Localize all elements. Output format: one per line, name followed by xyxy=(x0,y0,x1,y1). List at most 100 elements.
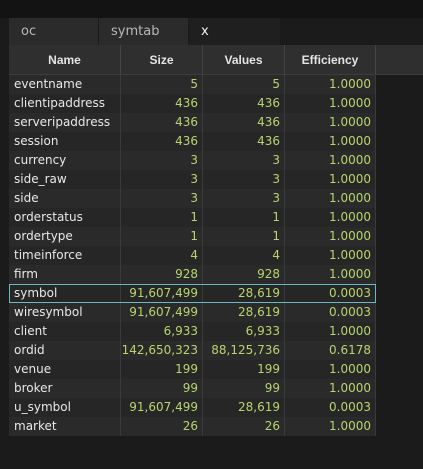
cell-efficiency: 0.6178 xyxy=(285,341,376,360)
table-row[interactable]: firm 928 928 1.0000 xyxy=(9,265,376,284)
tab-x[interactable]: x xyxy=(189,18,281,45)
table-row[interactable]: wiresymbol 91,607,499 28,619 0.0003 xyxy=(9,303,376,322)
cell-efficiency: 1.0000 xyxy=(285,208,376,227)
cell-efficiency: 1.0000 xyxy=(285,170,376,189)
cell-name: clientipaddress xyxy=(9,94,121,113)
cell-efficiency: 1.0000 xyxy=(285,379,376,398)
cell-size: 1 xyxy=(121,227,203,246)
cell-values: 6,933 xyxy=(203,322,285,341)
cell-efficiency: 1.0000 xyxy=(285,113,376,132)
cell-values: 3 xyxy=(203,170,285,189)
table-row[interactable]: market 26 26 1.0000 xyxy=(9,417,376,436)
cell-efficiency: 1.0000 xyxy=(285,94,376,113)
column-header-name[interactable]: Name xyxy=(9,45,121,74)
cell-efficiency: 1.0000 xyxy=(285,265,376,284)
tab-label: x xyxy=(201,24,209,39)
cell-efficiency: 1.0000 xyxy=(285,417,376,436)
table-row[interactable]: currency 3 3 1.0000 xyxy=(9,151,376,170)
cell-name: ordertype xyxy=(9,227,121,246)
table-row[interactable]: broker 99 99 1.0000 xyxy=(9,379,376,398)
table-row[interactable]: u_symbol 91,607,499 28,619 0.0003 xyxy=(9,398,376,417)
cell-efficiency: 1.0000 xyxy=(285,246,376,265)
table-row[interactable]: eventname 5 5 1.0000 xyxy=(9,75,376,94)
cell-name: firm xyxy=(9,265,121,284)
table-row[interactable]: orderstatus 1 1 1.0000 xyxy=(9,208,376,227)
cell-name: ordid xyxy=(9,341,121,360)
cell-efficiency: 1.0000 xyxy=(285,132,376,151)
tab-oc[interactable]: oc xyxy=(9,18,99,45)
cell-values: 928 xyxy=(203,265,285,284)
cell-values: 3 xyxy=(203,151,285,170)
table-row[interactable]: ordertype 1 1 1.0000 xyxy=(9,227,376,246)
table-row[interactable]: side 3 3 1.0000 xyxy=(9,189,376,208)
cell-name: side_raw xyxy=(9,170,121,189)
table-row[interactable]: side_raw 3 3 1.0000 xyxy=(9,170,376,189)
table-row[interactable]: venue 199 199 1.0000 xyxy=(9,360,376,379)
cell-name: eventname xyxy=(9,75,121,94)
table-header: Name Size Values Efficiency xyxy=(9,45,423,75)
cell-values: 1 xyxy=(203,208,285,227)
cell-values: 5 xyxy=(203,75,285,94)
cell-name: timeinforce xyxy=(9,246,121,265)
column-header-values[interactable]: Values xyxy=(203,45,285,74)
cell-values: 28,619 xyxy=(203,398,285,417)
cell-efficiency: 1.0000 xyxy=(285,151,376,170)
cell-name: serveripaddress xyxy=(9,113,121,132)
cell-size: 1 xyxy=(121,208,203,227)
table-row[interactable]: serveripaddress 436 436 1.0000 xyxy=(9,113,376,132)
cell-size: 91,607,499 xyxy=(121,303,203,322)
cell-values: 26 xyxy=(203,417,285,436)
data-table: Name Size Values Efficiency eventname 5 5 1… xyxy=(9,45,423,436)
cell-name: session xyxy=(9,132,121,151)
cell-values: 436 xyxy=(203,94,285,113)
cell-efficiency: 1.0000 xyxy=(285,227,376,246)
cell-efficiency: 0.0003 xyxy=(285,303,376,322)
cell-values: 88,125,736 xyxy=(203,341,285,360)
cell-name: u_symbol xyxy=(9,398,121,417)
cell-efficiency: 1.0000 xyxy=(285,322,376,341)
table-body: eventname 5 5 1.0000 clientipaddress 436 436 1.… xyxy=(9,75,376,436)
cell-size: 928 xyxy=(121,265,203,284)
cell-size: 3 xyxy=(121,151,203,170)
cell-efficiency: 1.0000 xyxy=(285,75,376,94)
table-row[interactable]: session 436 436 1.0000 xyxy=(9,132,376,151)
column-header-efficiency[interactable]: Efficiency xyxy=(285,45,376,74)
column-header-size[interactable]: Size xyxy=(121,45,203,74)
table-row[interactable]: symbol 91,607,499 28,619 0.0003 xyxy=(9,284,376,303)
cell-values: 436 xyxy=(203,132,285,151)
cell-size: 436 xyxy=(121,113,203,132)
cell-size: 3 xyxy=(121,189,203,208)
cell-values: 99 xyxy=(203,379,285,398)
cell-size: 91,607,499 xyxy=(121,284,203,303)
cell-name: currency xyxy=(9,151,121,170)
cell-size: 26 xyxy=(121,417,203,436)
table-row[interactable]: clientipaddress 436 436 1.0000 xyxy=(9,94,376,113)
table-row[interactable]: timeinforce 4 4 1.0000 xyxy=(9,246,376,265)
cell-size: 91,607,499 xyxy=(121,398,203,417)
cell-values: 28,619 xyxy=(203,284,285,303)
cell-efficiency: 0.0003 xyxy=(285,284,376,303)
cell-values: 1 xyxy=(203,227,285,246)
cell-values: 436 xyxy=(203,113,285,132)
cell-efficiency: 0.0003 xyxy=(285,398,376,417)
cell-efficiency: 1.0000 xyxy=(285,189,376,208)
cell-size: 199 xyxy=(121,360,203,379)
cell-name: market xyxy=(9,417,121,436)
table-row[interactable]: ordid 142,650,323 88,125,736 0.6178 xyxy=(9,341,376,360)
cell-size: 4 xyxy=(121,246,203,265)
cell-name: side xyxy=(9,189,121,208)
cell-values: 3 xyxy=(203,189,285,208)
cell-values: 4 xyxy=(203,246,285,265)
tab-bar: oc symtab x xyxy=(9,18,281,45)
table-row[interactable]: client 6,933 6,933 1.0000 xyxy=(9,322,376,341)
cell-name: venue xyxy=(9,360,121,379)
tab-label: symtab xyxy=(111,24,160,39)
tab-label: oc xyxy=(21,24,37,39)
cell-efficiency: 1.0000 xyxy=(285,360,376,379)
cell-size: 99 xyxy=(121,379,203,398)
cell-size: 3 xyxy=(121,170,203,189)
cell-size: 142,650,323 xyxy=(121,341,203,360)
cell-size: 436 xyxy=(121,94,203,113)
tab-symtab[interactable]: symtab xyxy=(99,18,189,45)
